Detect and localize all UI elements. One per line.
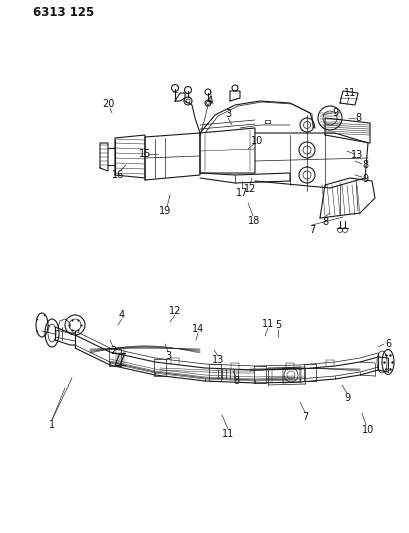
Text: 3: 3 <box>225 109 231 119</box>
Text: 9: 9 <box>361 174 367 184</box>
Text: 13: 13 <box>350 150 362 160</box>
Text: 12: 12 <box>169 306 181 316</box>
Text: 14: 14 <box>191 324 204 334</box>
Text: 6313 125: 6313 125 <box>33 5 94 19</box>
Text: 17: 17 <box>235 188 247 198</box>
Text: 16: 16 <box>112 170 124 180</box>
Text: 7: 7 <box>301 412 308 422</box>
Text: 18: 18 <box>247 216 259 226</box>
Text: 3: 3 <box>164 351 171 361</box>
Text: 13: 13 <box>211 355 224 365</box>
Text: 20: 20 <box>101 99 114 109</box>
Text: 10: 10 <box>250 136 263 146</box>
Text: 5: 5 <box>274 320 281 330</box>
Text: 11: 11 <box>221 429 234 439</box>
Text: 15: 15 <box>139 149 151 159</box>
Text: 9: 9 <box>343 393 349 403</box>
Text: 9: 9 <box>331 108 337 118</box>
Text: 8: 8 <box>354 113 360 123</box>
Text: 1: 1 <box>49 420 55 430</box>
Text: 11: 11 <box>343 88 355 98</box>
Text: 10: 10 <box>361 425 373 435</box>
Text: 2: 2 <box>110 346 116 356</box>
Text: 12: 12 <box>243 184 256 194</box>
Text: 8: 8 <box>361 160 367 170</box>
Text: 8: 8 <box>232 376 238 386</box>
Text: 6: 6 <box>384 339 390 349</box>
Text: 19: 19 <box>159 206 171 216</box>
Text: 4: 4 <box>119 310 125 320</box>
Text: 8: 8 <box>321 217 327 227</box>
Text: 4: 4 <box>207 96 213 106</box>
Text: 11: 11 <box>261 319 274 329</box>
Text: 7: 7 <box>308 225 315 235</box>
